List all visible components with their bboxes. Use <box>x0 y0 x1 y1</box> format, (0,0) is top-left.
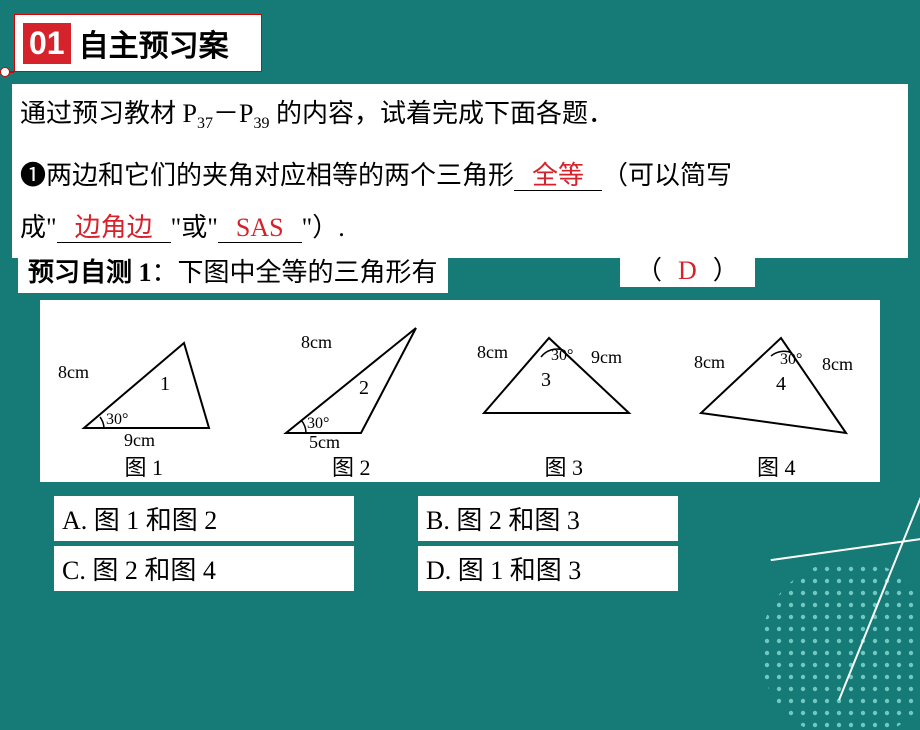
intro-pre: 通过预习教材 P <box>20 99 197 128</box>
bullet-icon: ❶ <box>20 161 46 190</box>
triangle-3: 8cm 9cm 30° 3 <box>469 308 659 448</box>
f3-num: 3 <box>541 369 551 391</box>
f1-angle: 30° <box>106 411 128 428</box>
triangle-2: 8cm 5cm 30° 2 <box>261 308 441 448</box>
option-d: D. 图 1 和图 3 <box>418 546 678 591</box>
intro-sub1: 37 <box>197 115 213 132</box>
intro-line3: 成"边角边"或"SAS"）. <box>20 202 900 254</box>
f1-9cm: 9cm <box>124 430 155 448</box>
quiz1-label: 预习自测 1 <box>28 258 152 287</box>
triangle-1: 8cm 9cm 30° 1 <box>54 308 234 448</box>
figure-1: 8cm 9cm 30° 1 图 1 <box>54 300 234 482</box>
intro-dash: －P <box>213 99 253 128</box>
intro-line2: ❶两边和它们的夹角对应相等的两个三角形全等（可以简写 <box>20 150 900 202</box>
triangle-4: 8cm 8cm 30° 4 <box>686 308 866 448</box>
intro-sub2: 39 <box>253 115 269 132</box>
option-b: B. 图 2 和图 3 <box>418 496 678 541</box>
decoration-dots-icon <box>740 530 920 730</box>
f3-angle: 30° <box>551 347 573 364</box>
options-row-1: A. 图 1 和图 2 B. 图 2 和图 3 <box>54 496 854 541</box>
intro-box: 通过预习教材 P37－P39 的内容，试着完成下面各题． ❶两边和它们的夹角对应… <box>12 84 908 258</box>
option-a: A. 图 1 和图 2 <box>54 496 354 541</box>
figure-1-label: 图 1 <box>124 450 163 482</box>
q1-text-b: （可以简写 <box>602 161 732 190</box>
q1-text-a: 两边和它们的夹角对应相等的两个三角形 <box>46 161 514 190</box>
f3-9cm: 9cm <box>591 347 622 367</box>
header-connector-dot <box>0 67 10 77</box>
figure-4: 8cm 8cm 30° 4 图 4 <box>686 300 866 482</box>
figure-3: 8cm 9cm 30° 3 图 3 <box>469 300 659 482</box>
line3-post: "）. <box>302 213 345 242</box>
f4-angle: 30° <box>780 351 802 368</box>
option-c: C. 图 2 和图 4 <box>54 546 354 591</box>
paren-right: ） <box>713 256 739 285</box>
f4-num: 4 <box>776 373 786 395</box>
paren-left: （ <box>636 256 662 285</box>
line3-pre: 成" <box>20 213 57 242</box>
f3-8cm: 8cm <box>477 342 508 362</box>
figure-4-label: 图 4 <box>757 450 796 482</box>
quiz1-text: ：下图中全等的三角形有 <box>152 258 438 287</box>
answer-box: （D） <box>620 250 755 287</box>
f2-5cm: 5cm <box>309 432 340 448</box>
quiz1-box: 预习自测 1：下图中全等的三角形有 <box>18 248 448 293</box>
f2-8cm: 8cm <box>301 332 332 352</box>
blank-2: 边角边 <box>57 213 171 243</box>
line3-mid: "或" <box>171 213 218 242</box>
f4-8cm-l: 8cm <box>694 352 725 372</box>
options-row-2: C. 图 2 和图 4 D. 图 1 和图 3 <box>54 546 854 591</box>
figure-3-label: 图 3 <box>544 450 583 482</box>
header-title: 自主预习案 <box>79 21 229 65</box>
f4-8cm-r: 8cm <box>822 354 853 374</box>
figure-2: 8cm 5cm 30° 2 图 2 <box>261 300 441 482</box>
f2-angle: 30° <box>307 415 329 432</box>
blank-3: SAS <box>218 213 302 243</box>
figure-2-label: 图 2 <box>332 450 371 482</box>
intro-post: 的内容，试着完成下面各题． <box>269 99 614 128</box>
intro-line1: 通过预习教材 P37－P39 的内容，试着完成下面各题． <box>20 88 900 150</box>
header-number: 01 <box>23 23 71 64</box>
f2-num: 2 <box>359 377 369 399</box>
f1-num: 1 <box>160 373 170 395</box>
header-box: 01 自主预习案 <box>14 14 262 72</box>
blank-1: 全等 <box>514 161 602 191</box>
figures-box: 8cm 9cm 30° 1 图 1 8cm 5cm 30° 2 图 2 8cm … <box>40 300 880 482</box>
f1-8cm: 8cm <box>58 362 89 382</box>
answer-letter: D <box>662 256 713 285</box>
